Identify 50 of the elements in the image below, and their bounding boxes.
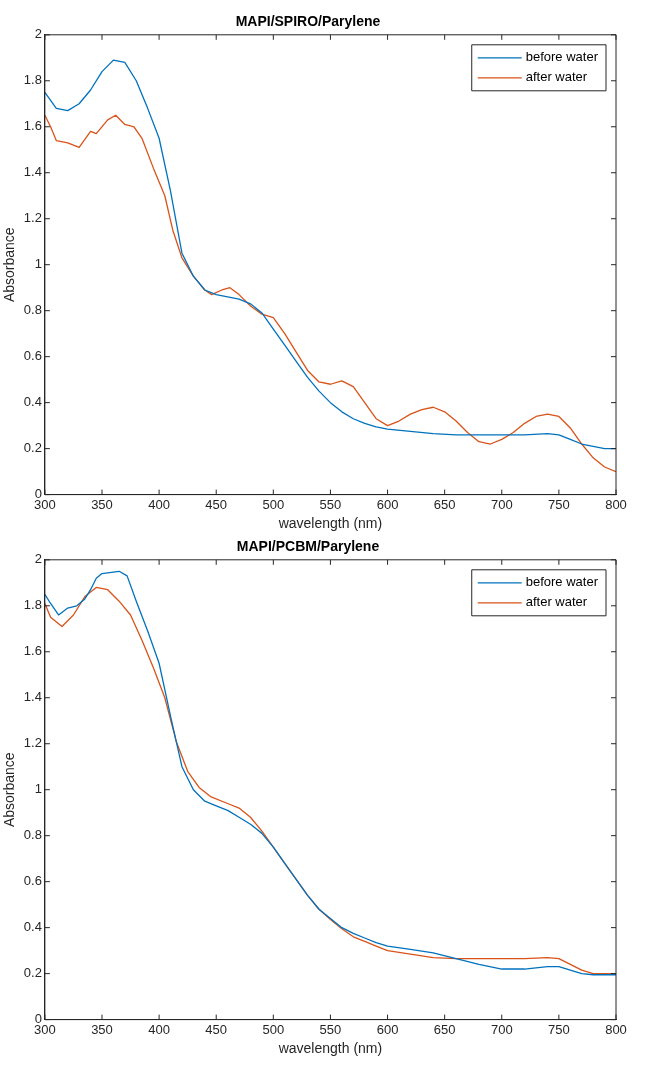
y-tick-label: 0.6 bbox=[23, 348, 42, 364]
y-tick-label: 1.8 bbox=[23, 597, 42, 613]
x-tick-label: 400 bbox=[148, 496, 170, 512]
chart-title: MAPI/PCBM/Parylene bbox=[236, 538, 380, 555]
x-axis-title: wavelength (nm) bbox=[277, 515, 383, 532]
y-tick-label: 1.2 bbox=[23, 210, 42, 226]
x-tick-label: 400 bbox=[148, 1021, 170, 1037]
y-tick-label: 1.6 bbox=[23, 643, 42, 659]
x-tick-label: 800 bbox=[605, 496, 627, 512]
legend-label: before water bbox=[525, 49, 599, 65]
y-tick-label: 0.4 bbox=[23, 919, 42, 935]
y-tick-label: 2 bbox=[34, 26, 42, 42]
x-tick-label: 500 bbox=[262, 496, 285, 512]
y-tick-label: 1.6 bbox=[23, 118, 42, 134]
chart-title: MAPI/SPIRO/Parylene bbox=[235, 13, 381, 30]
x-tick-label: 550 bbox=[319, 496, 342, 512]
y-tick-label: 0.2 bbox=[23, 440, 42, 456]
x-tick-label: 650 bbox=[433, 496, 456, 512]
x-tick-label: 750 bbox=[548, 1021, 570, 1037]
x-tick-label: 350 bbox=[91, 1021, 113, 1037]
legend-label: before water bbox=[525, 574, 599, 590]
y-tick-label: 0.6 bbox=[23, 873, 42, 889]
x-axis-title: wavelength (nm) bbox=[277, 1040, 383, 1057]
y-tick-label: 0.4 bbox=[23, 394, 42, 410]
y-tick-label: 1.2 bbox=[23, 735, 42, 751]
x-tick-label: 550 bbox=[319, 1021, 342, 1037]
x-tick-label: 350 bbox=[91, 496, 113, 512]
y-tick-label: 0.8 bbox=[23, 302, 42, 318]
x-tick-label: 450 bbox=[205, 496, 228, 512]
y-axis-title: Absorbance bbox=[1, 752, 18, 828]
y-tick-label: 1 bbox=[34, 256, 42, 272]
y-tick-label: 2 bbox=[34, 551, 42, 567]
x-tick-label: 450 bbox=[205, 1021, 228, 1037]
x-tick-label: 700 bbox=[490, 496, 513, 512]
y-tick-label: 0.2 bbox=[23, 965, 42, 981]
y-axis-title: Absorbance bbox=[1, 227, 18, 303]
y-tick-label: 0.8 bbox=[23, 827, 42, 843]
x-tick-label: 800 bbox=[605, 1021, 627, 1037]
legend-label: after water bbox=[525, 69, 588, 85]
y-tick-label: 1 bbox=[34, 781, 42, 797]
x-tick-label: 600 bbox=[376, 496, 399, 512]
x-tick-label: 750 bbox=[548, 496, 570, 512]
y-tick-label: 1.4 bbox=[23, 164, 42, 180]
y-tick-label: 1.4 bbox=[23, 689, 42, 705]
legend-label: after water bbox=[525, 594, 588, 610]
x-tick-label: 700 bbox=[490, 1021, 513, 1037]
x-tick-label: 600 bbox=[376, 1021, 399, 1037]
y-tick-label: 1.8 bbox=[23, 72, 42, 88]
x-tick-label: 650 bbox=[433, 1021, 456, 1037]
x-tick-label: 500 bbox=[262, 1021, 285, 1037]
